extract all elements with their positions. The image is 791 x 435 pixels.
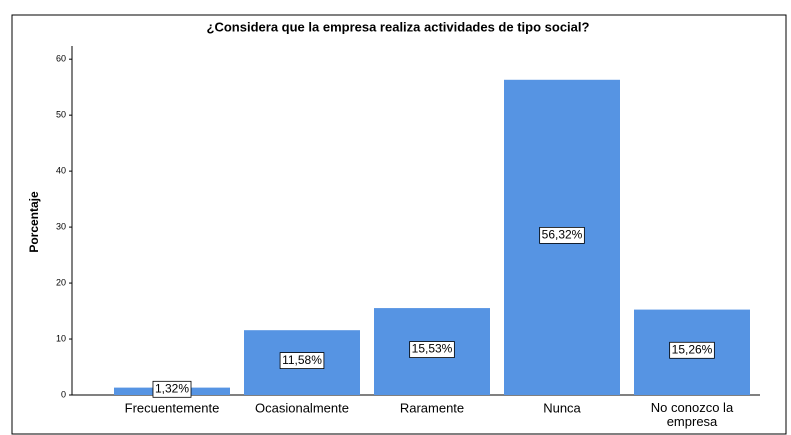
x-tick-label: Raramente — [400, 400, 464, 415]
y-tick-label: 10 — [56, 333, 66, 343]
value-label: 15,26% — [672, 342, 713, 356]
chart-title: ¿Considera que la empresa realiza activi… — [207, 19, 590, 34]
x-tick-label: Nunca — [543, 400, 581, 415]
value-label-group: 15,53% — [409, 341, 455, 358]
y-tick-label: 20 — [56, 277, 66, 287]
value-label-group: 1,32% — [152, 380, 192, 398]
value-label-group: 56,32% — [539, 226, 585, 244]
x-tick-label: No conozco la empresa — [651, 400, 734, 429]
value-label-box — [669, 341, 715, 359]
y-tick-label: 40 — [56, 166, 66, 176]
y-tick-label: 0 — [61, 389, 66, 399]
x-tick-label: Ocasionalmente — [255, 400, 349, 415]
value-label: 1,32% — [155, 381, 189, 395]
y-tick-label: 60 — [56, 54, 66, 64]
x-tick-label: Frecuentemente — [125, 400, 220, 415]
value-label-box — [539, 226, 585, 244]
value-label: 15,53% — [412, 342, 453, 356]
value-label-box — [279, 352, 325, 369]
value-label-box — [409, 341, 455, 358]
y-tick-label: 30 — [56, 221, 66, 231]
value-label: 11,58% — [282, 353, 322, 367]
y-axis-label: Porcentaje — [27, 191, 41, 253]
y-tick-label: 50 — [56, 110, 66, 120]
value-label-group: 11,58% — [279, 352, 325, 369]
value-label-group: 15,26% — [669, 341, 715, 359]
value-label: 56,32% — [542, 228, 583, 242]
value-label-box — [152, 380, 192, 398]
